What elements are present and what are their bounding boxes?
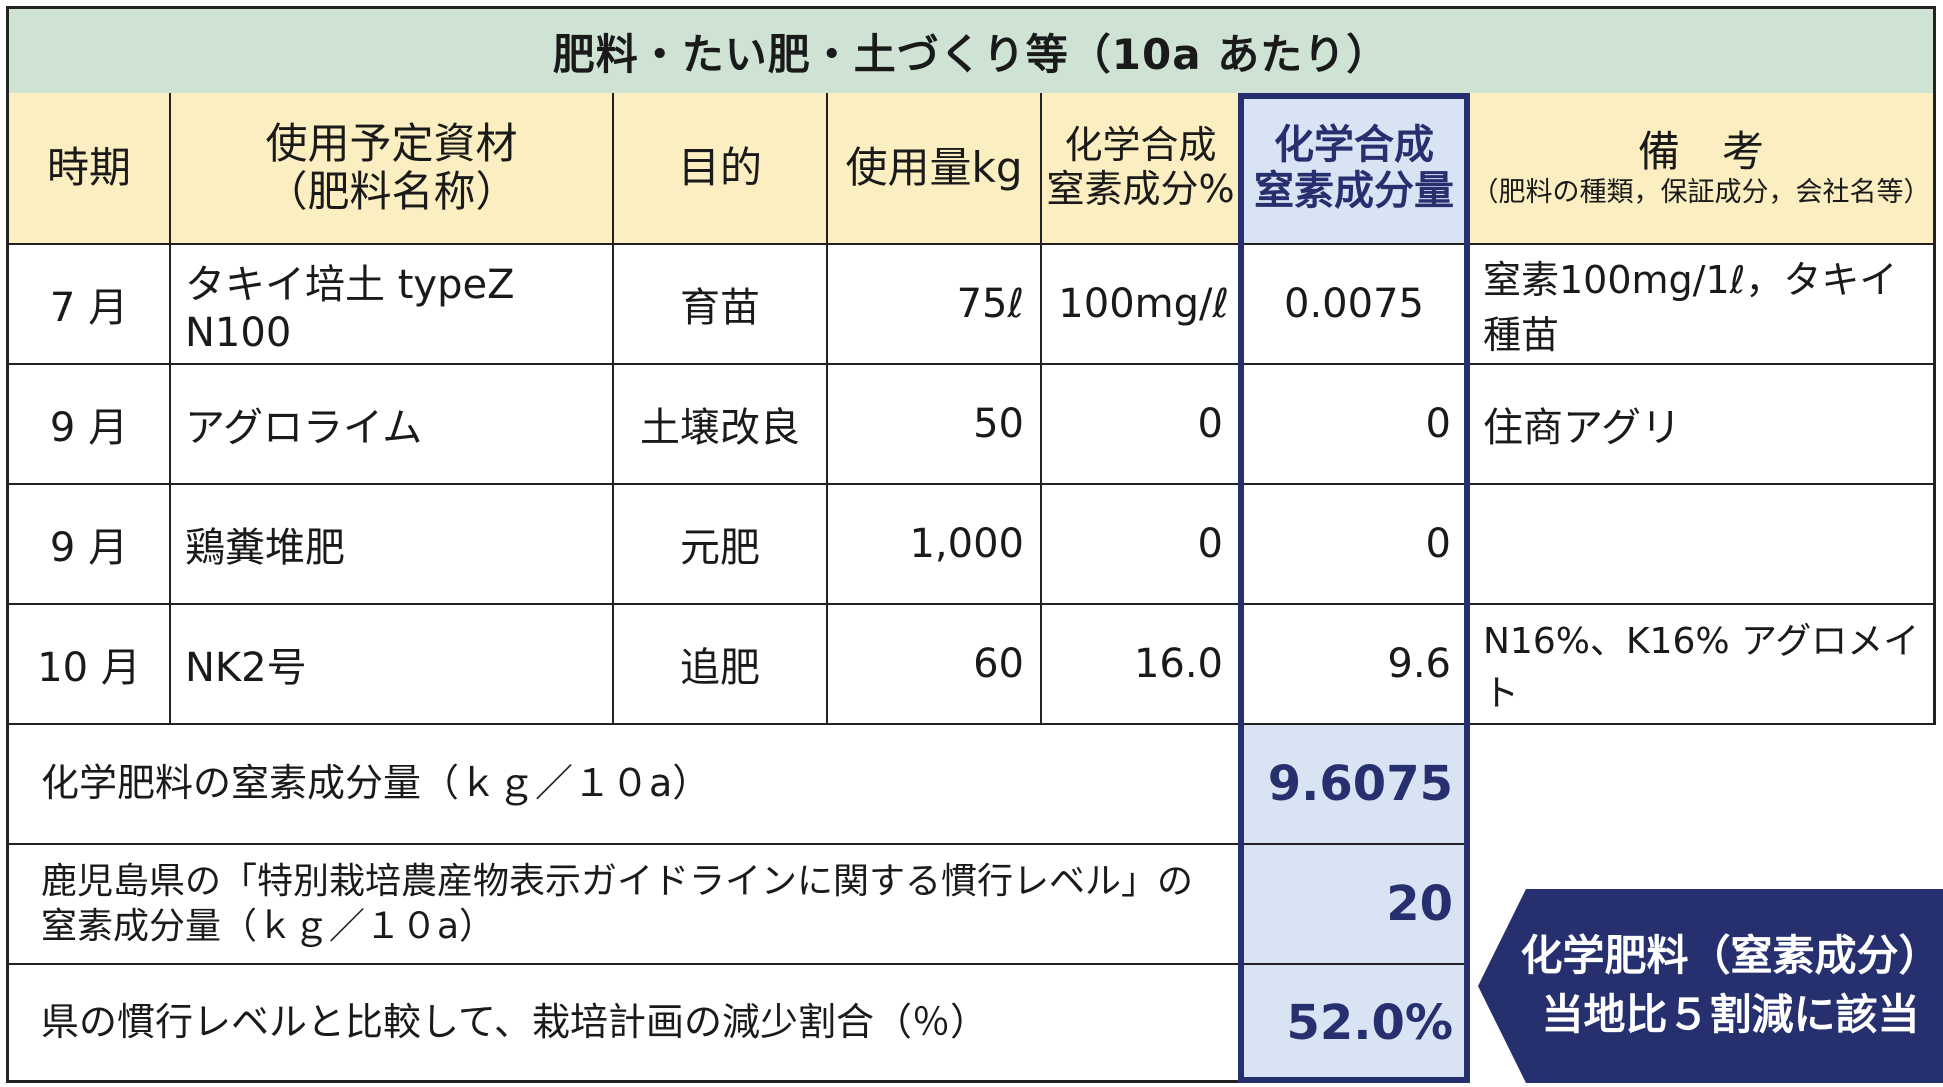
summary-standard-line2: 窒素成分量（ｋｇ／１０a） [41,906,496,947]
summary-reduction-value: 52.0% [1241,965,1469,1083]
header-remarks: 備 考 （肥料の種類，保証成分，会社名等） [1469,93,1936,245]
table-row-material: アグロライム [171,365,614,485]
callout-arrow-shape [1478,889,1943,1083]
table-row-n-pct: 0 [1042,485,1241,605]
summary-reduction-label: 県の慣行レベルと比較して、栽培計画の減少割合（％） [6,965,1241,1083]
table-row-n-pct: 16.0 [1042,605,1241,725]
table-row-n-amt: 9.6 [1241,605,1469,725]
header-material: 使用予定資材 （肥料名称） [171,93,614,245]
table-row-remarks [1469,485,1936,605]
summary-reduction-text: 県の慣行レベルと比較して、栽培計画の減少割合（％） [41,999,988,1044]
callout-text: 化学肥料（窒素成分） 当地比５割減に該当 [1518,889,1943,1083]
summary-total-label: 化学肥料の窒素成分量（ｋｇ／１０a） [6,725,1241,845]
table-row-period: 10 月 [6,605,171,725]
callout-line2: 当地比５割減に該当 [1541,990,1920,1039]
header-remarks-line1: 備 考 [1637,127,1764,177]
summary-standard-label: 鹿児島県の「特別栽培農産物表示ガイドラインに関する慣行レベル」の 窒素成分量（ｋ… [6,845,1241,965]
table-row-purpose: 育苗 [614,245,828,365]
header-n-amt: 化学合成 窒素成分量 [1241,93,1469,245]
table-row-material: NK2号 [171,605,614,725]
header-n-pct: 化学合成 窒素成分% [1042,93,1241,245]
summary-total-value: 9.6075 [1241,725,1469,845]
table-row-remarks: 住商アグリ [1469,365,1936,485]
table-row-amount: 75ℓ [828,245,1042,365]
header-period: 時期 [6,93,171,245]
header-n-pct-line1: 化学合成 [1064,123,1217,168]
table-row-material: 鶏糞堆肥 [171,485,614,605]
table-row-material: タキイ培土 typeZ N100 [171,245,614,365]
summary-standard-value: 20 [1241,845,1469,965]
table-row-n-amt: 0.0075 [1241,245,1469,365]
table-row-purpose: 元肥 [614,485,828,605]
summary-standard-line1: 鹿児島県の「特別栽培農産物表示ガイドラインに関する慣行レベル」の [41,861,1194,902]
table-row-n-amt: 0 [1241,485,1469,605]
header-material-line1: 使用予定資材 [265,118,518,168]
table-row-amount: 50 [828,365,1042,485]
header-period-label: 時期 [46,142,131,192]
header-amount-label: 使用量kg [845,142,1023,192]
table-row-period: 9 月 [6,365,171,485]
table-row-purpose: 追肥 [614,605,828,725]
table-row-remarks: 窒素100mg/1ℓ，タキイ種苗 [1469,245,1936,365]
table-row-n-amt: 0 [1241,365,1469,485]
table-row-remarks: N16%、K16% アグロメイト [1469,605,1936,725]
header-n-pct-line2: 窒素成分% [1046,167,1235,211]
header-remarks-line2: （肥料の種類，保証成分，会社名等） [1471,176,1931,208]
table-row-amount: 1,000 [828,485,1042,605]
callout-line1: 化学肥料（窒素成分） [1520,931,1941,981]
header-material-line2: （肥料名称） [265,167,518,216]
table-row-n-pct: 0 [1042,365,1241,485]
callout-badge: 化学肥料（窒素成分） 当地比５割減に該当 [1478,889,1943,1083]
table-row-amount: 60 [828,605,1042,725]
header-n-amt-line2: 窒素成分量 [1254,168,1454,214]
table-row-period: 7 月 [6,245,171,365]
header-purpose-label: 目的 [677,142,762,192]
table-row-period: 9 月 [6,485,171,605]
header-purpose: 目的 [614,93,828,245]
table-row-purpose: 土壌改良 [614,365,828,485]
table-row-n-pct: 100mg/ℓ [1042,245,1241,365]
header-amount: 使用量kg [828,93,1042,245]
summary-total-text: 化学肥料の窒素成分量（ｋｇ／１０a） [41,761,711,806]
table-title: 肥料・たい肥・土づくり等（10a あたり） [6,6,1936,96]
header-n-amt-line1: 化学合成 [1274,122,1434,168]
